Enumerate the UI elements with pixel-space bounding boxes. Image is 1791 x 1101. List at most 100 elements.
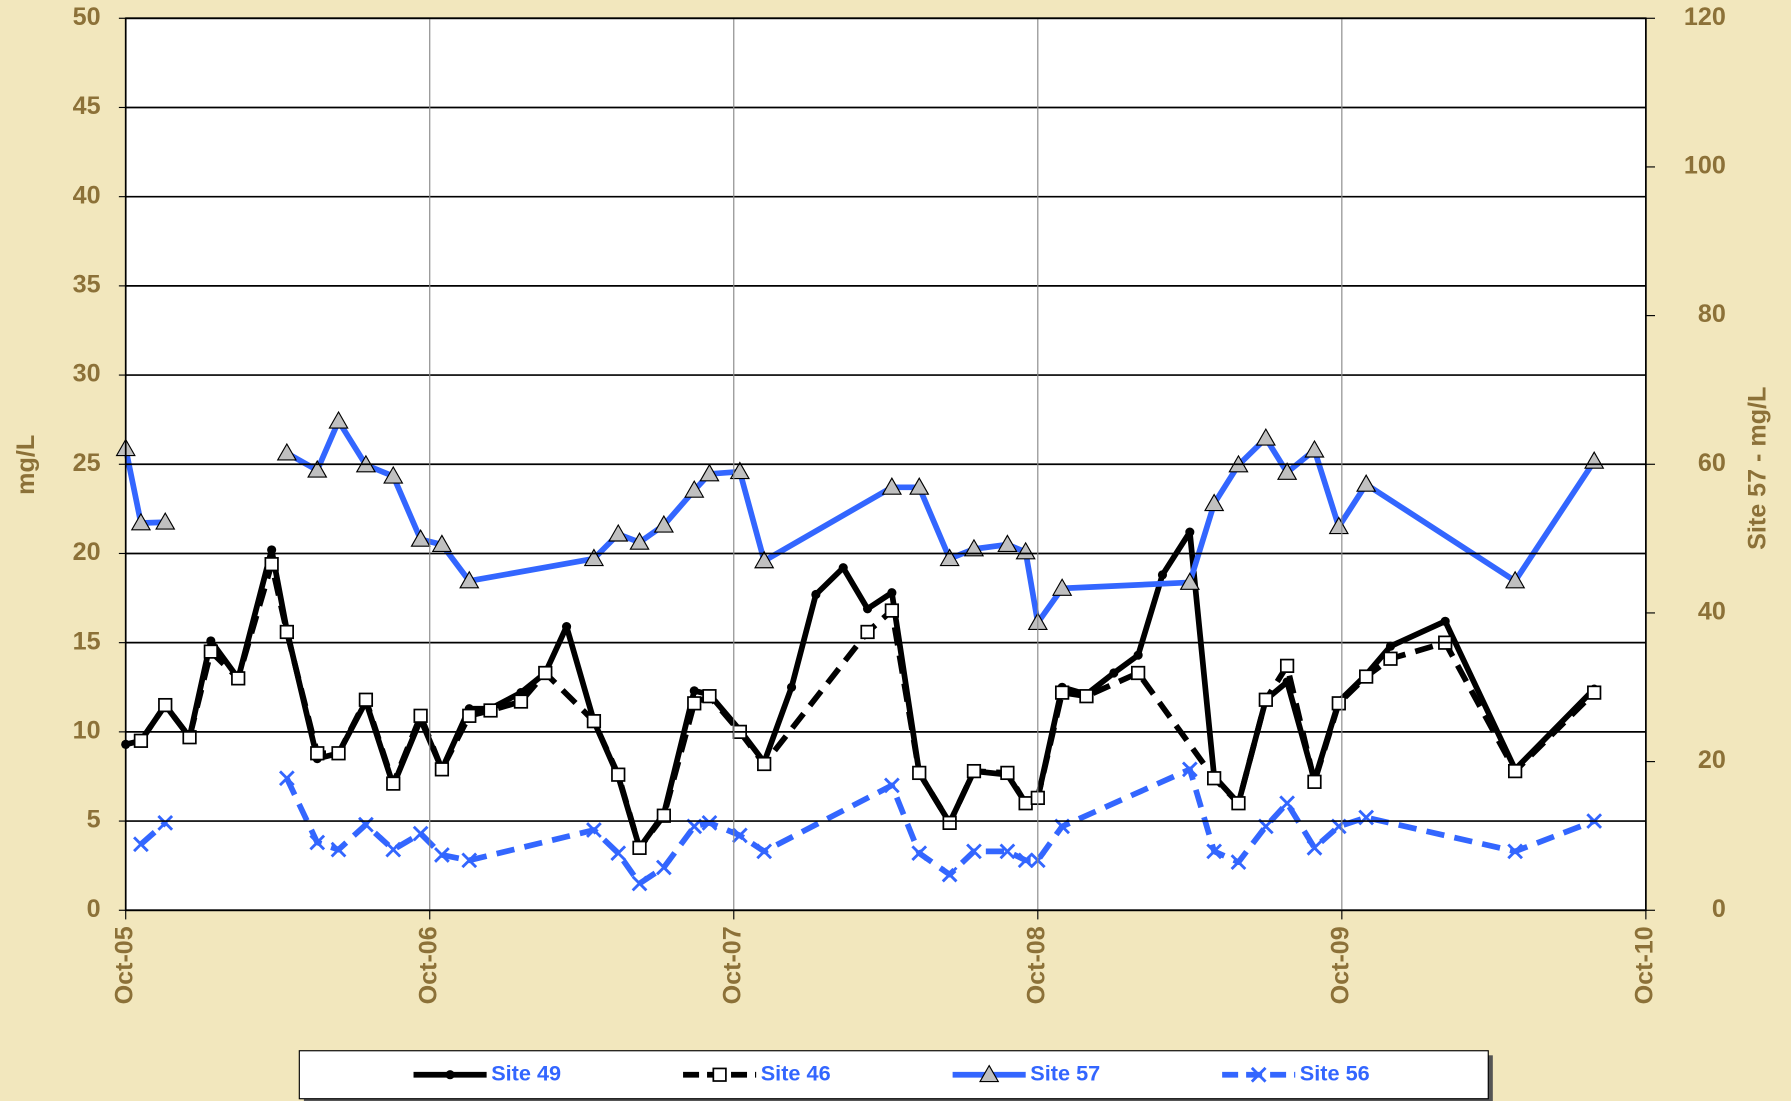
marker (687, 696, 702, 711)
y2-tick-label: 40 (1698, 598, 1726, 626)
legend-marker (979, 1064, 1000, 1083)
marker (158, 697, 173, 713)
marker (881, 477, 902, 495)
marker (610, 845, 627, 862)
marker (1206, 843, 1223, 860)
x-tick-label: Oct-10 (1631, 926, 1659, 1004)
marker (1157, 570, 1168, 580)
marker (909, 477, 930, 495)
y-tick-label: 20 (73, 538, 101, 566)
marker (1185, 527, 1195, 537)
marker (1358, 809, 1375, 826)
marker (538, 665, 553, 681)
marker (1385, 641, 1396, 651)
marker (966, 763, 982, 779)
marker (358, 692, 374, 707)
marker (941, 866, 958, 883)
marker (434, 847, 450, 863)
marker (279, 624, 294, 640)
marker (1507, 843, 1523, 860)
marker (1079, 689, 1094, 704)
marker (1276, 462, 1298, 480)
marker (328, 410, 349, 429)
marker (1231, 796, 1246, 811)
marker (462, 708, 477, 723)
marker (561, 622, 572, 632)
legend-label: Site 49 (491, 1060, 561, 1085)
marker (1331, 696, 1346, 711)
marker (1017, 852, 1034, 869)
marker (1328, 516, 1349, 535)
marker (133, 733, 149, 748)
y-tick-label: 45 (73, 92, 101, 120)
marker (386, 776, 401, 791)
marker (997, 534, 1018, 552)
marker (307, 459, 328, 478)
marker (1383, 651, 1398, 666)
marker (264, 557, 279, 572)
legend-marker (1250, 1066, 1267, 1083)
marker (1207, 771, 1222, 786)
marker (155, 511, 176, 530)
marker (884, 777, 900, 794)
marker (632, 840, 647, 855)
y2-axis-title: Site 57 - mg/L (1744, 387, 1772, 550)
marker (729, 461, 750, 480)
marker (431, 534, 453, 552)
marker (1109, 668, 1119, 678)
marker (1054, 685, 1070, 700)
marker (583, 548, 605, 567)
marker (310, 746, 325, 761)
marker (483, 703, 498, 718)
x-tick-label: Oct-08 (1022, 926, 1050, 1004)
marker (756, 843, 773, 860)
marker (884, 603, 900, 618)
marker (1505, 570, 1526, 589)
marker (1359, 669, 1374, 684)
marker (655, 859, 672, 876)
marker (276, 442, 297, 461)
marker (999, 843, 1016, 860)
y-axis-title: mg/L (12, 435, 40, 495)
legend-item: Site 57 (952, 1060, 1100, 1085)
marker (1000, 765, 1015, 781)
marker (1258, 692, 1273, 707)
marker (413, 708, 428, 723)
marker (330, 841, 347, 858)
marker (1507, 763, 1523, 779)
marker (1015, 541, 1036, 560)
marker (786, 682, 797, 692)
y-tick-label: 30 (73, 360, 101, 388)
marker (412, 825, 429, 842)
marker (689, 686, 699, 696)
y-tick-label: 15 (73, 627, 101, 655)
y2-tick-label: 100 (1684, 152, 1726, 180)
y-tick-label: 5 (87, 806, 101, 834)
y2-tick-label: 120 (1684, 3, 1726, 31)
y-tick-label: 0 (87, 895, 101, 923)
marker (1304, 439, 1325, 458)
legend-item: Site 56 (1222, 1060, 1370, 1085)
marker (699, 463, 720, 482)
marker (1307, 774, 1322, 789)
plot-border (124, 17, 1647, 912)
marker (731, 827, 748, 844)
marker (133, 836, 149, 853)
marker (586, 822, 602, 838)
legend-marker (712, 1067, 727, 1082)
marker (385, 841, 402, 858)
marker (966, 843, 982, 860)
y-tick-label: 50 (73, 3, 101, 31)
marker (461, 852, 478, 869)
marker (656, 808, 671, 823)
marker (1204, 493, 1225, 512)
marker (203, 644, 218, 659)
marker (1440, 616, 1450, 626)
marker (860, 624, 875, 640)
marker (1230, 854, 1247, 870)
marker (267, 545, 277, 555)
marker (1133, 650, 1143, 660)
marker (1279, 795, 1295, 812)
